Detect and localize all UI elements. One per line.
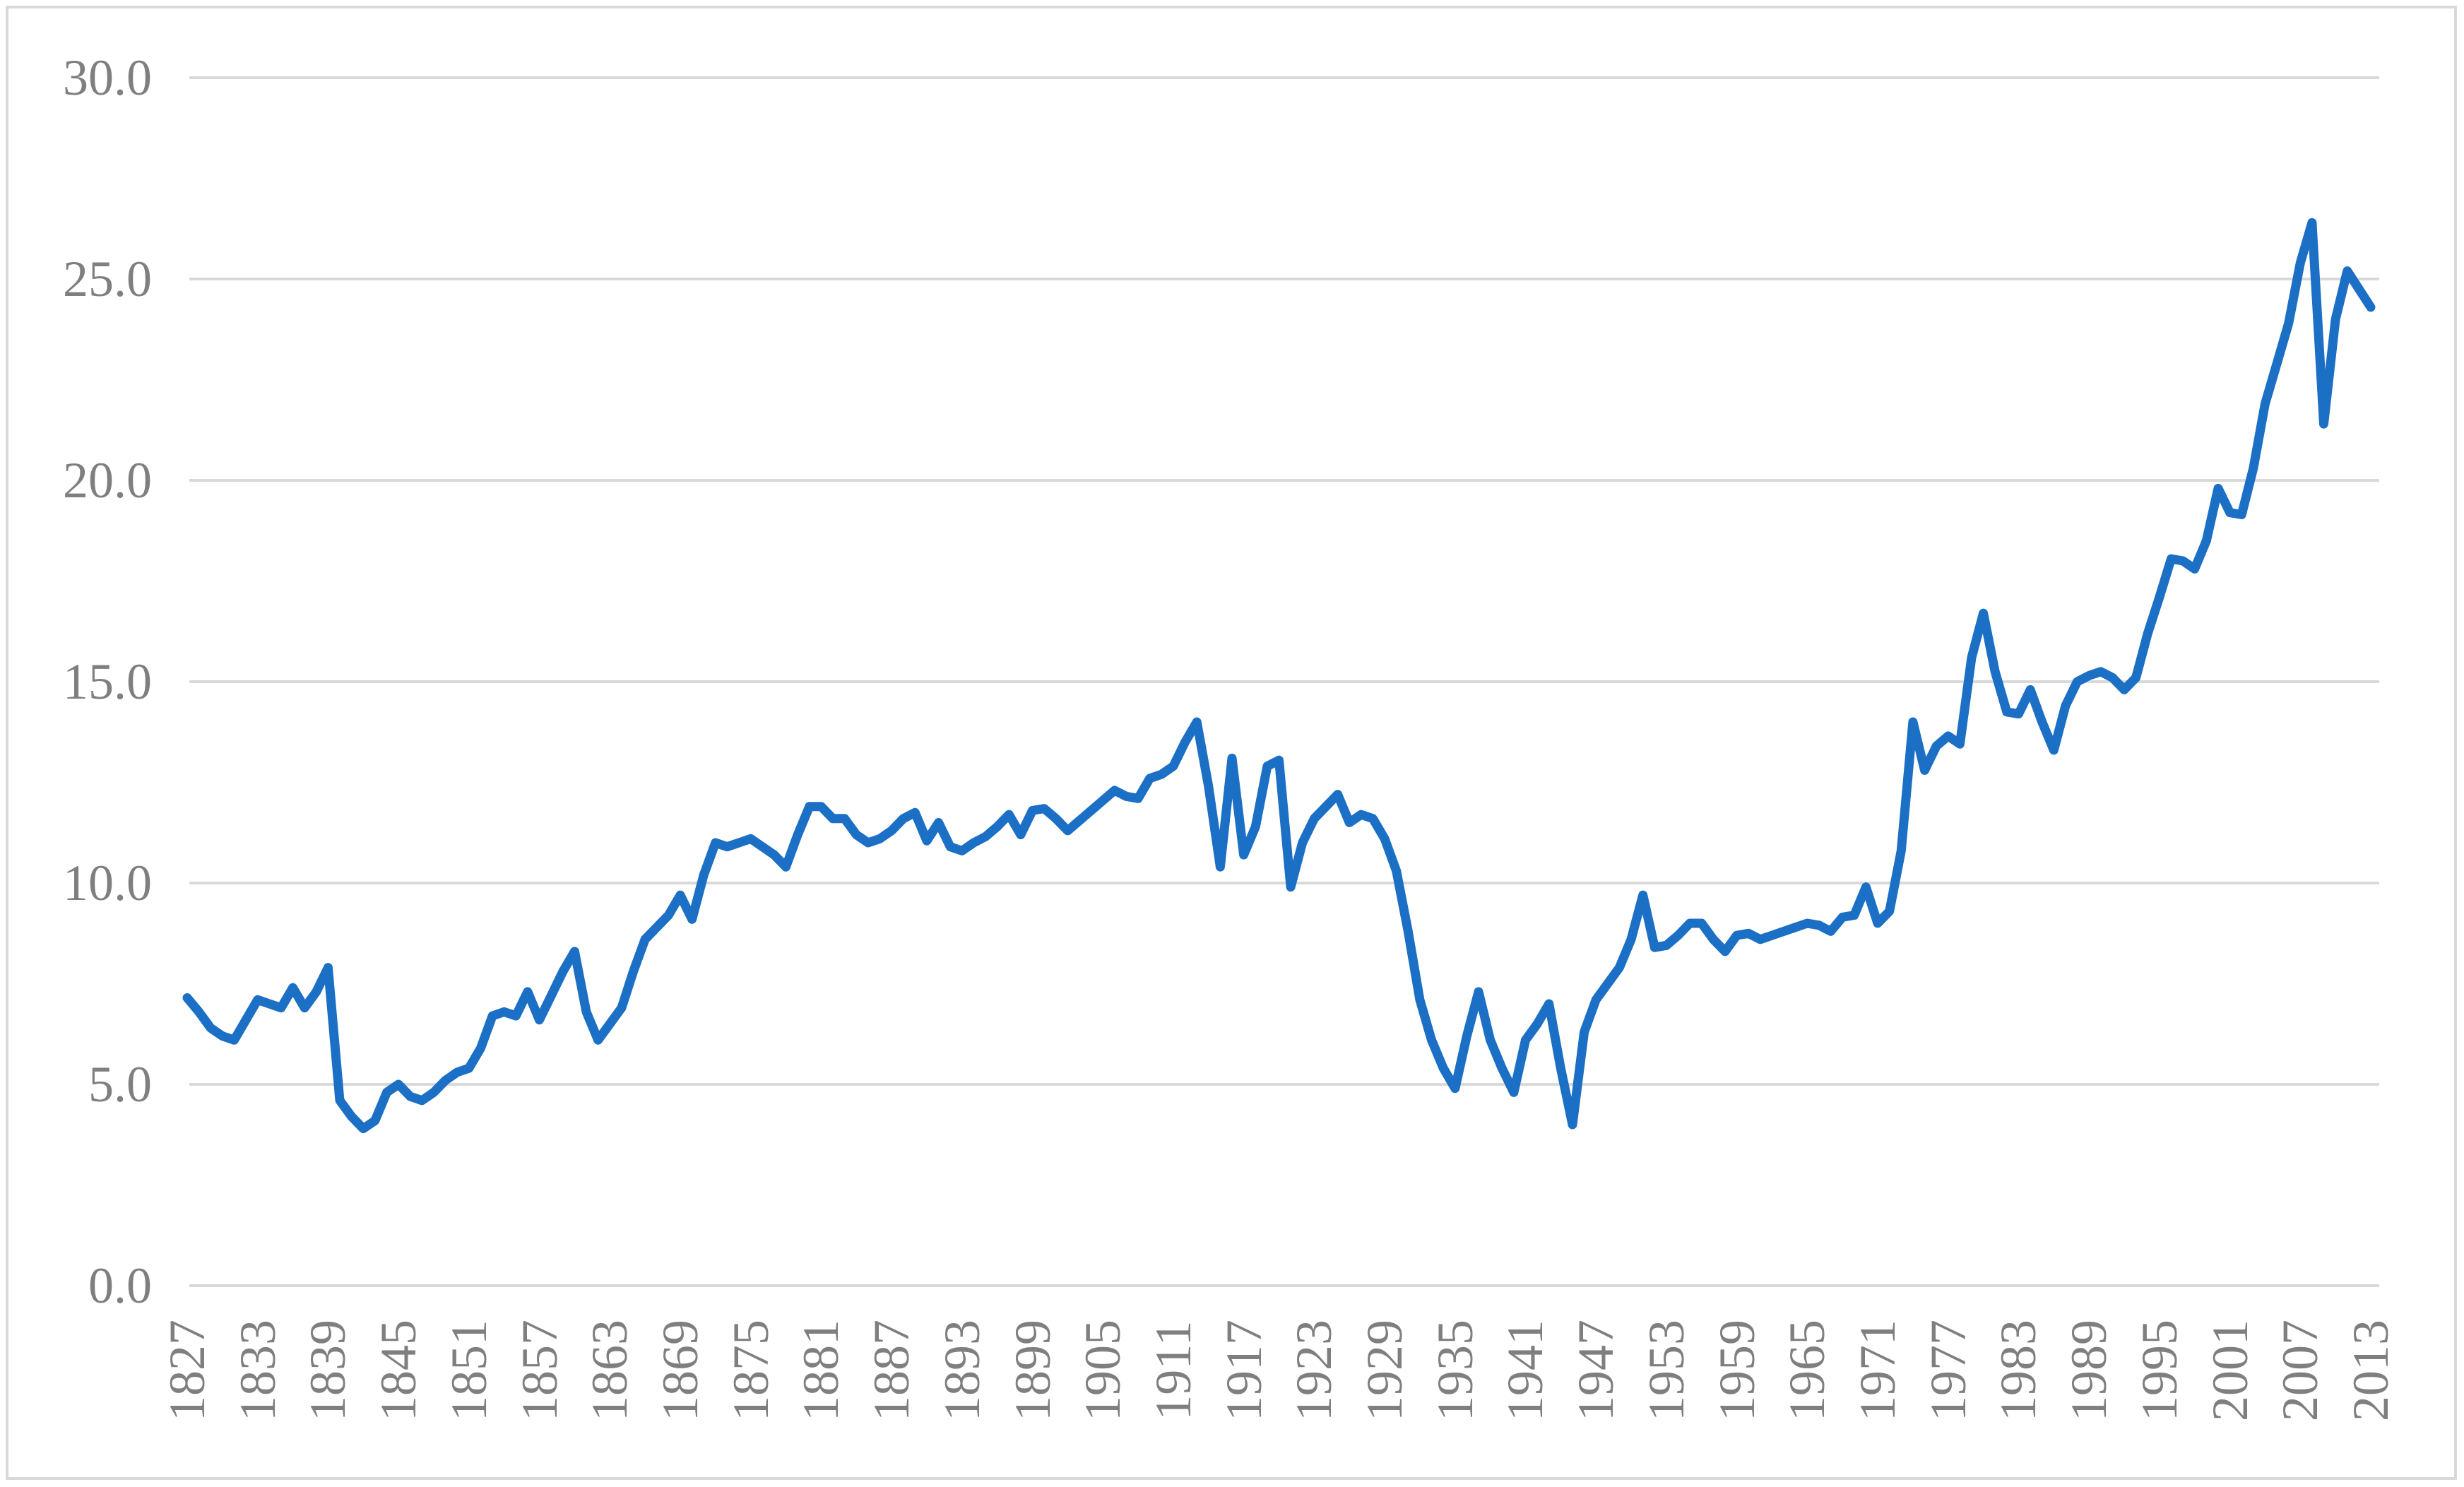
x-axis-tick-label: 1881 xyxy=(793,1320,850,1421)
x-axis-tick-label: 1833 xyxy=(229,1320,286,1421)
x-axis-tick-label: 1869 xyxy=(651,1320,709,1421)
x-axis-tick-label: 1917 xyxy=(1215,1320,1272,1421)
y-axis-tick-label: 20.0 xyxy=(63,452,152,509)
x-axis-tick-label: 1929 xyxy=(1356,1320,1414,1421)
y-axis-tick-label: 25.0 xyxy=(63,251,152,307)
x-axis-tick-label: 1995 xyxy=(2131,1320,2188,1421)
x-axis-tick-label: 1857 xyxy=(511,1320,568,1421)
x-axis-tick-label: 1923 xyxy=(1286,1320,1343,1421)
chart-frame-border xyxy=(6,6,2457,1480)
gridline-group xyxy=(189,76,2379,1287)
x-axis-tick-label: 1839 xyxy=(300,1320,357,1421)
x-axis-tick-label: 1977 xyxy=(1919,1320,1977,1421)
x-axis-tick-label: 1887 xyxy=(863,1320,920,1421)
y-axis-tick-label: 30.0 xyxy=(63,49,152,106)
x-axis-tick-label: 1905 xyxy=(1074,1320,1132,1421)
x-axis-tick-label: 1935 xyxy=(1426,1320,1483,1421)
x-axis-tick-label: 2007 xyxy=(2272,1320,2329,1421)
x-axis-tick-label: 1947 xyxy=(1568,1320,1625,1421)
x-axis-tick-label: 2013 xyxy=(2342,1320,2399,1421)
x-axis-tick-label: 1863 xyxy=(581,1320,639,1421)
y-axis-tick-label: 10.0 xyxy=(63,855,152,911)
y-axis-tick-label: 5.0 xyxy=(88,1056,152,1113)
x-axis-tick-label: 1911 xyxy=(1144,1320,1202,1421)
x-axis-tick-label: 1965 xyxy=(1779,1320,1836,1421)
data-line xyxy=(182,218,2376,1134)
y-axis-tick-label: 15.0 xyxy=(63,653,152,710)
x-axis-tick-label: 1827 xyxy=(159,1320,215,1421)
x-axis-tick-label: 1989 xyxy=(2061,1320,2118,1421)
x-axis-tick-label: 1971 xyxy=(1849,1320,1907,1421)
x-axis-tick-label: 1983 xyxy=(1990,1320,2047,1421)
x-axis-tick-label: 1851 xyxy=(440,1320,497,1421)
x-axis-tick-label: 1875 xyxy=(722,1320,779,1421)
x-axis-tick-label: 1959 xyxy=(1708,1320,1765,1421)
x-axis-tick-label: 1941 xyxy=(1497,1320,1554,1421)
x-axis-tick-label: 1893 xyxy=(933,1320,990,1421)
x-axis-tick-label: 2001 xyxy=(2201,1320,2258,1421)
x-axis-tick-label: 1953 xyxy=(1637,1320,1695,1421)
y-axis-tick-label: 0.0 xyxy=(88,1257,152,1314)
x-axis-tick-label: 1899 xyxy=(1004,1320,1061,1421)
x-axis-tick-label: 1845 xyxy=(370,1320,427,1421)
